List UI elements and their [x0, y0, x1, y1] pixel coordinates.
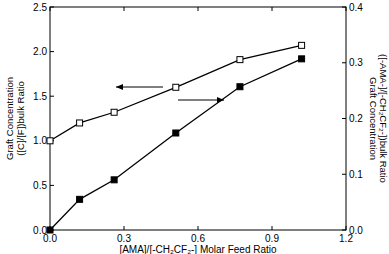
arrow [116, 87, 163, 88]
x-tick [124, 226, 125, 230]
x-tick [346, 226, 347, 230]
plot-data [47, 42, 305, 233]
x-tick [124, 7, 125, 11]
data-point [237, 84, 243, 90]
data-point [173, 130, 179, 136]
data-point [111, 109, 117, 115]
y2-tick [342, 118, 346, 119]
data-point [77, 196, 83, 202]
series-line [50, 45, 302, 140]
y-tick-label: 1.0 [33, 135, 47, 146]
y-tick-label: 2.0 [33, 46, 47, 57]
x-tick [198, 7, 199, 11]
y-tick [50, 7, 54, 8]
x-tick [272, 226, 273, 230]
y-tick [50, 185, 54, 186]
x-tick [272, 7, 273, 11]
chart: 0.00.30.60.91.20.00.51.01.52.02.50.00.10… [0, 0, 389, 254]
y2-tick [342, 7, 346, 8]
y-tick [50, 96, 54, 97]
data-point [47, 227, 53, 233]
x-axis-label: [AMA]/[-CH₂CF₂-] Molar Feed Ratio [119, 244, 277, 254]
y-tick-label: 1.5 [33, 91, 47, 102]
y-tick [50, 51, 54, 52]
x-tick [50, 7, 51, 11]
y2-tick [342, 62, 346, 63]
y-tick-label: 0.5 [33, 180, 47, 191]
y-tick-label: 2.5 [33, 2, 47, 13]
y2-tick-label: 0.4 [349, 2, 363, 13]
y2-tick-label: 0.1 [349, 169, 363, 180]
y2-axis-label: Graft Concentration [368, 77, 379, 160]
y-tick-label: 0.0 [33, 225, 47, 236]
data-point [111, 177, 117, 183]
y2-axis-label: ([-AMA-]/[-CH₂CF₂-])bulk Ratio [378, 54, 389, 183]
x-tick-label: 0.6 [191, 233, 205, 244]
x-tick [346, 7, 347, 11]
x-tick-label: 0.9 [265, 233, 279, 244]
data-point [47, 138, 53, 144]
y-axis-label: Graft Concentration [4, 77, 15, 160]
y2-tick [342, 230, 346, 231]
data-point [299, 56, 305, 62]
arrowhead [116, 84, 123, 90]
x-tick-label: 0.3 [117, 233, 131, 244]
arrowhead [217, 97, 224, 103]
data-point [77, 120, 83, 126]
plot-frame [50, 7, 346, 230]
y2-tick-label: 0.0 [349, 225, 363, 236]
series-line [50, 59, 302, 230]
y2-tick-label: 0.2 [349, 113, 363, 124]
data-point [299, 42, 305, 48]
y-axis-label: ([C]/[F])bulk Ratio [15, 81, 26, 155]
y2-tick [342, 174, 346, 175]
y2-tick-label: 0.3 [349, 57, 363, 68]
data-point [237, 57, 243, 63]
data-point [173, 84, 179, 90]
x-tick [198, 226, 199, 230]
